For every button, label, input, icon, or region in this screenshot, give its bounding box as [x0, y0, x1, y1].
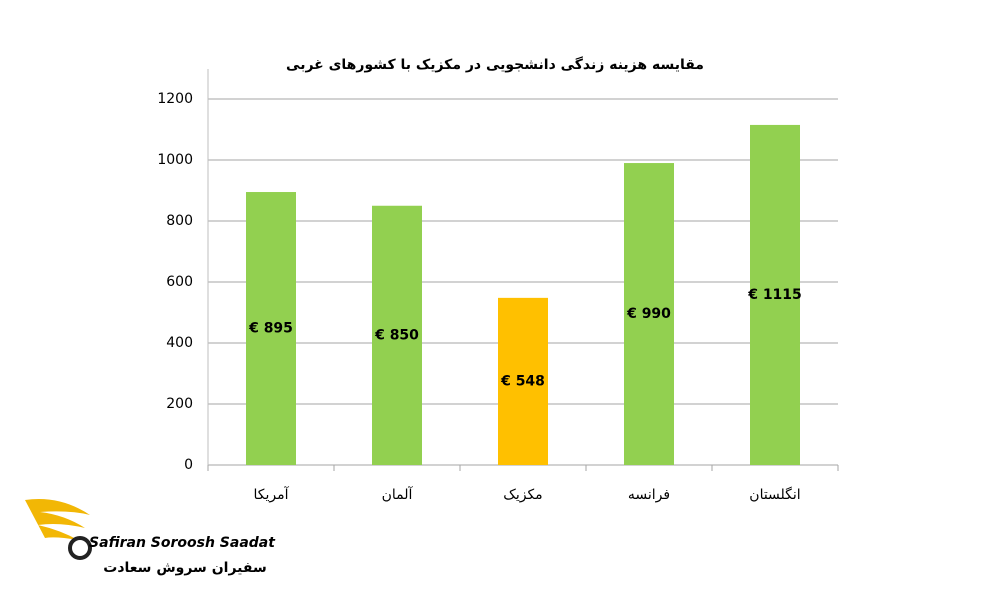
- y-tick-label: 400: [166, 335, 193, 351]
- value-label: € 895: [248, 321, 293, 337]
- logo: Safiran Soroosh Saadat سفیران سروش سعادت: [25, 499, 276, 576]
- value-label: € 1115: [747, 287, 802, 303]
- value-label: € 548: [500, 373, 545, 389]
- y-tick-label: 0: [184, 457, 193, 473]
- bar: [750, 124, 800, 466]
- x-tick-label: فرانسه: [628, 487, 670, 503]
- y-tick-label: 1000: [157, 152, 193, 168]
- logo-swirl: [68, 536, 92, 560]
- y-tick-label: 800: [166, 213, 193, 229]
- x-tick-label: آلمان: [382, 486, 414, 503]
- x-tick-label: انگلستان: [749, 486, 800, 503]
- bar: [372, 205, 422, 465]
- bar: [246, 192, 296, 465]
- bar: [498, 297, 548, 465]
- y-tick-label: 1200: [157, 91, 193, 107]
- bar: [624, 163, 674, 466]
- logo-wing: [25, 499, 90, 540]
- logo-persian: سفیران سروش سعادت: [103, 560, 266, 576]
- x-tick-label: مکزیک: [503, 487, 542, 503]
- chart-title: مقایسه هزینه زندگی دانشجویی در مکزیک با …: [286, 56, 704, 73]
- value-label: € 850: [374, 327, 419, 343]
- x-tick-label: آمریکا: [253, 486, 289, 503]
- value-label: € 990: [626, 306, 671, 322]
- y-tick-label: 200: [166, 396, 193, 412]
- y-tick-label: 600: [166, 274, 193, 290]
- logo-latin: Safiran Soroosh Saadat: [89, 535, 276, 551]
